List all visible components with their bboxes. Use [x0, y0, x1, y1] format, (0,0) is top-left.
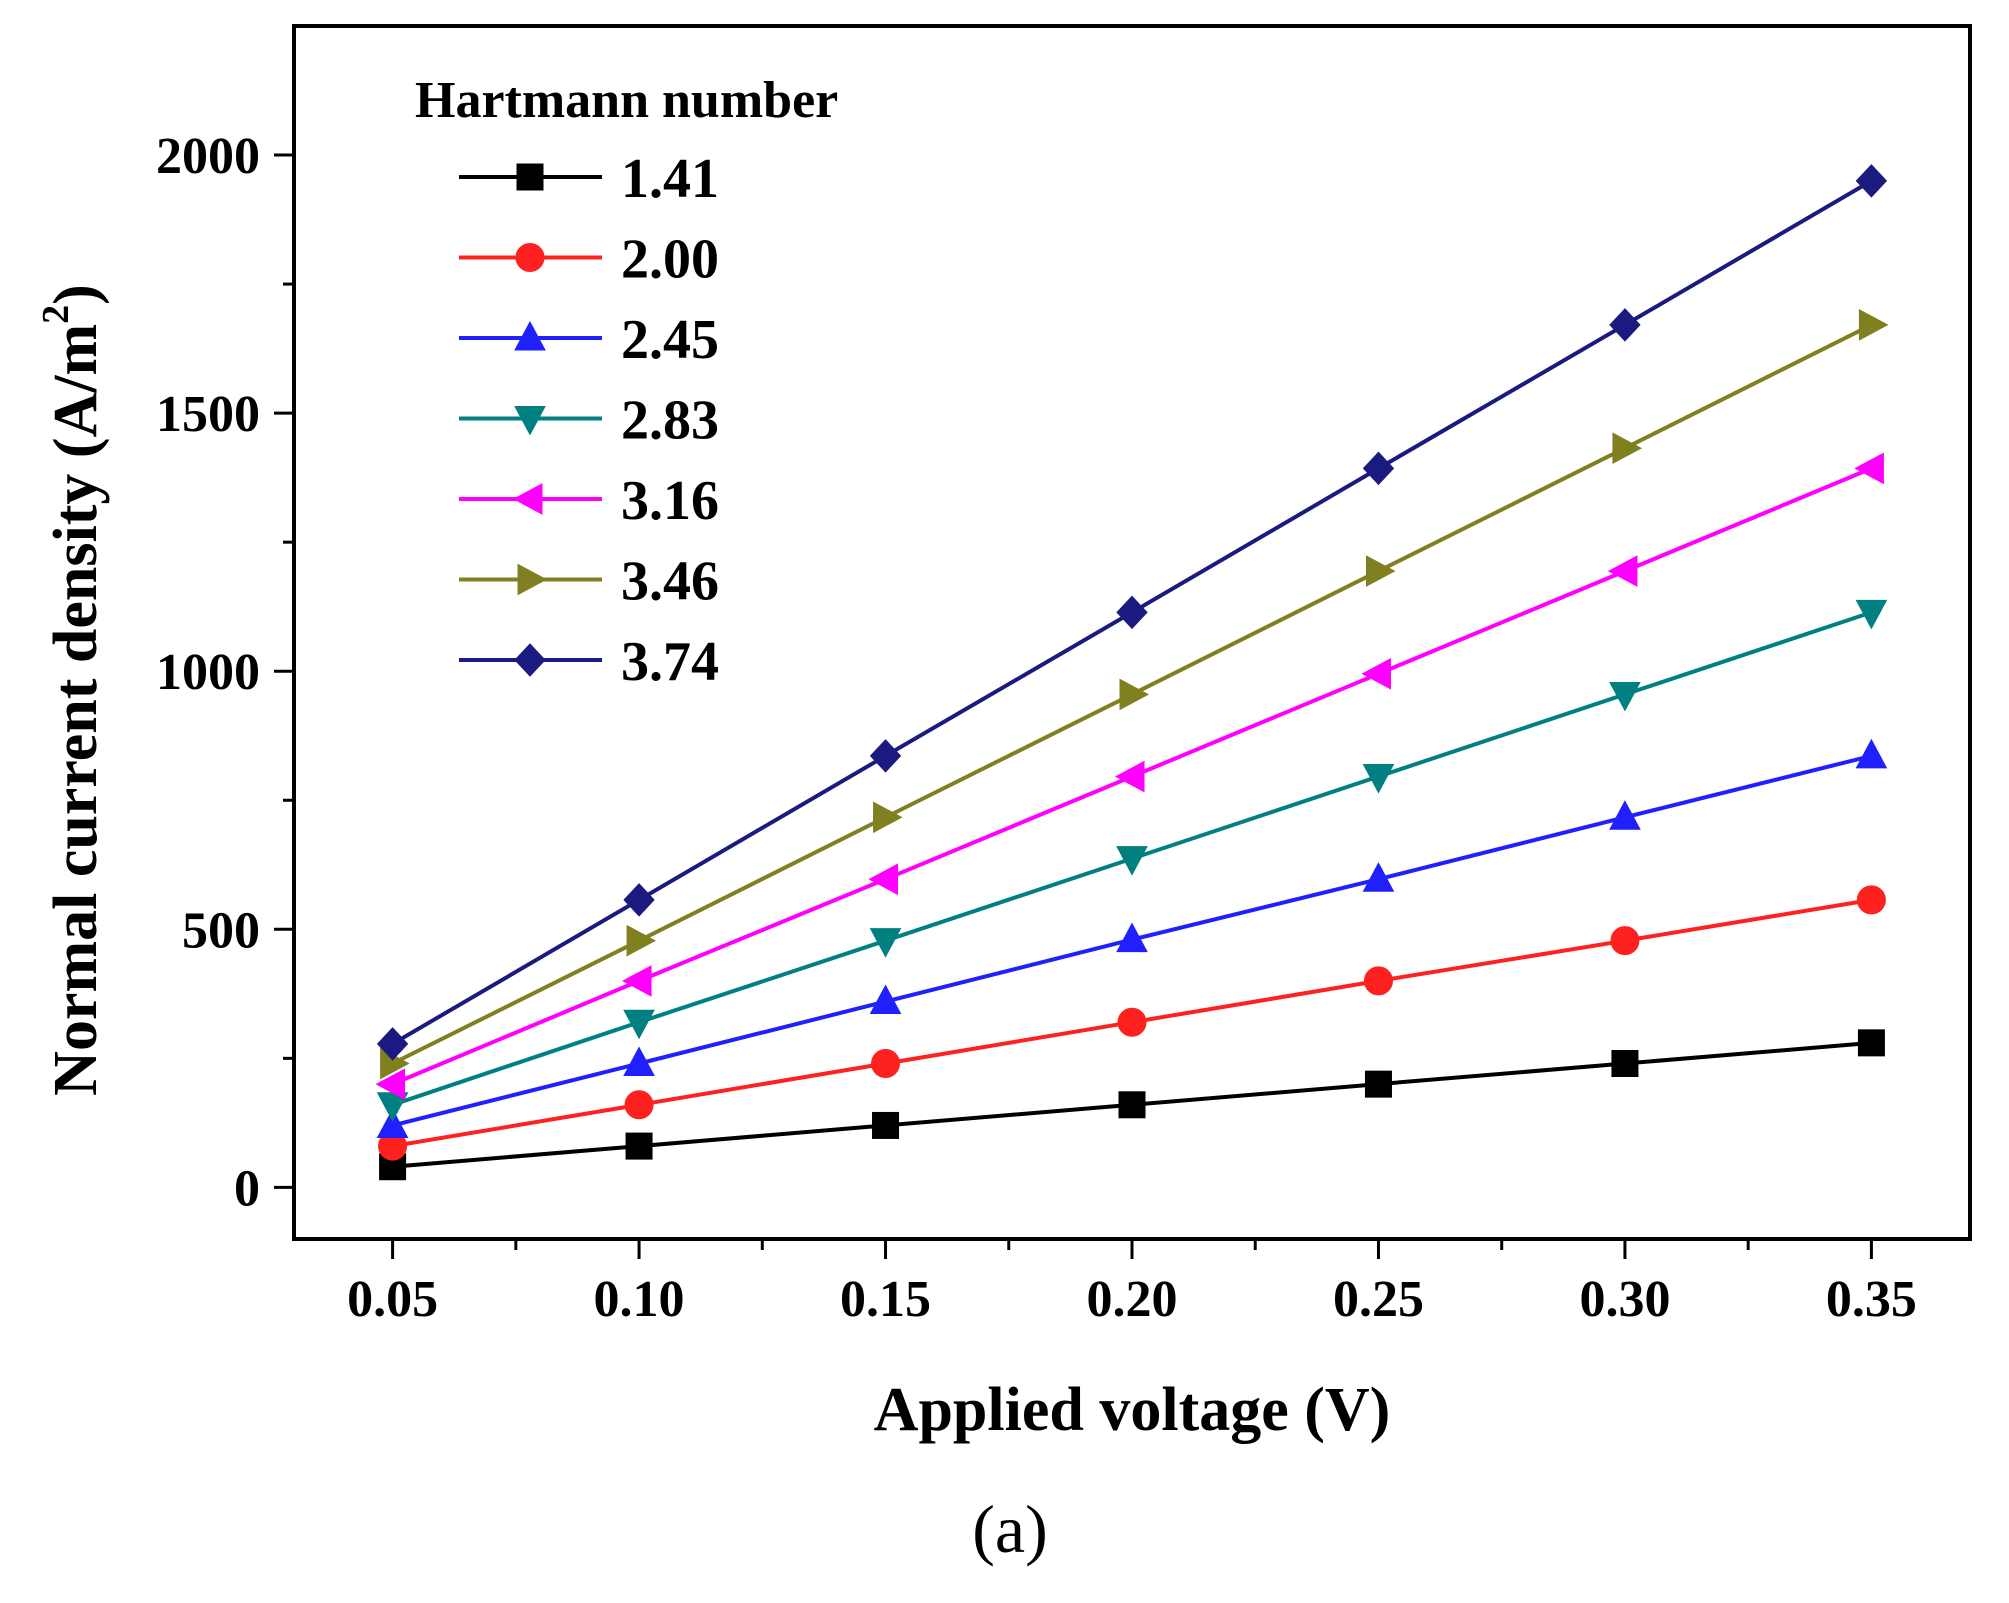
- legend-item: 3.74: [459, 631, 719, 693]
- legend-swatch-marker: [512, 483, 543, 515]
- legend-label: 3.46: [621, 551, 719, 613]
- data-point: [623, 883, 655, 917]
- y-axis-title-suffix: ): [42, 284, 110, 305]
- y-axis-title-superscript: 2: [35, 305, 77, 324]
- series-group: [375, 164, 1889, 1181]
- legend-item: 3.16: [459, 470, 719, 532]
- data-point: [1362, 862, 1395, 892]
- legend-item: 1.41: [459, 148, 719, 210]
- data-point: [1365, 555, 1396, 587]
- data-point: [625, 1132, 653, 1160]
- legend-item: 2.45: [459, 309, 719, 371]
- data-point: [623, 1046, 655, 1077]
- legend-label: 2.00: [621, 229, 719, 291]
- x-tick-label: 0.30: [1579, 1271, 1670, 1328]
- legend-item: 3.46: [459, 551, 719, 613]
- data-point: [1362, 764, 1395, 794]
- legend-title: Hartmann number: [415, 72, 838, 129]
- x-tick-label: 0.10: [594, 1271, 685, 1328]
- series-3.16: [375, 452, 1884, 1100]
- x-tick-label: 0.35: [1826, 1271, 1917, 1328]
- legend-item: 2.00: [459, 229, 719, 291]
- series-2.00: [378, 885, 1886, 1161]
- series-3.74: [376, 164, 1888, 1061]
- data-point: [873, 801, 903, 834]
- data-point: [1609, 681, 1641, 712]
- data-point: [1612, 432, 1642, 465]
- data-point: [872, 1111, 900, 1139]
- legend-swatch-marker: [514, 406, 546, 436]
- data-point: [1364, 1070, 1392, 1098]
- x-axis-title: Applied voltage (V): [874, 1376, 1391, 1444]
- legend-label: 1.41: [621, 148, 719, 210]
- data-point: [1361, 657, 1391, 690]
- data-point: [1363, 966, 1393, 996]
- data-point: [1855, 599, 1888, 630]
- data-point: [1118, 1091, 1146, 1119]
- legend: Hartmann number 1.41 2.00 2.45 2.83 3.16 3.46…: [415, 72, 838, 693]
- data-point: [869, 984, 902, 1015]
- axis-ticks: [274, 153, 1873, 1259]
- legend-label: 3.16: [621, 470, 719, 532]
- y-tick-label: 1000: [156, 644, 260, 701]
- data-point: [1119, 678, 1150, 711]
- y-tick-labels: 0 500 1000 1500 2000: [156, 128, 260, 1217]
- y-tick-label: 1500: [156, 386, 260, 443]
- data-point: [1855, 164, 1888, 198]
- data-point: [622, 965, 652, 997]
- data-point: [376, 1027, 409, 1061]
- x-tick-labels: 0.05 0.10 0.15 0.20 0.25 0.30 0.35: [347, 1271, 1917, 1328]
- data-point: [1117, 1007, 1147, 1037]
- legend-swatch-marker: [517, 563, 548, 596]
- series-2.83: [376, 599, 1888, 1122]
- data-point: [1610, 926, 1640, 956]
- data-point: [623, 1009, 655, 1040]
- data-point: [1611, 1050, 1639, 1078]
- data-point: [1609, 308, 1641, 342]
- y-tick-label: 500: [182, 902, 260, 959]
- data-point: [1114, 760, 1145, 793]
- x-tick-label: 0.15: [840, 1271, 931, 1328]
- legend-swatch-marker: [515, 243, 545, 272]
- x-tick-label: 0.05: [347, 1271, 438, 1328]
- y-axis-title-main: Normal current density (A/m: [42, 324, 110, 1096]
- data-point: [375, 1068, 406, 1100]
- legend-label: 2.45: [621, 309, 719, 371]
- data-point: [871, 1049, 901, 1079]
- data-point: [1116, 595, 1148, 630]
- data-point: [1855, 738, 1888, 769]
- data-point: [869, 739, 902, 773]
- y-tick-label: 2000: [156, 128, 260, 185]
- data-point: [1116, 922, 1148, 953]
- legend-label: 2.83: [621, 390, 719, 452]
- y-axis-title: Normal current density (A/m2): [35, 284, 110, 1096]
- series-1.41: [379, 1029, 1885, 1181]
- y-tick-label: 0: [234, 1160, 260, 1217]
- data-point: [868, 863, 899, 896]
- data-point: [1609, 800, 1641, 830]
- legend-swatch-marker: [516, 163, 544, 191]
- x-tick-label: 0.25: [1333, 1271, 1424, 1328]
- data-point: [1858, 309, 1889, 341]
- data-point: [1362, 451, 1395, 486]
- panel-label: (a): [972, 1491, 1047, 1567]
- data-point: [1607, 555, 1638, 587]
- legend-swatch-marker: [514, 320, 546, 351]
- data-point: [626, 924, 657, 957]
- legend-swatch-marker: [514, 643, 546, 677]
- data-point: [869, 928, 902, 958]
- data-point: [1116, 846, 1148, 876]
- data-point: [624, 1090, 654, 1120]
- series-2.45: [376, 738, 1888, 1138]
- data-point: [1854, 452, 1884, 485]
- legend-label: 3.74: [621, 631, 719, 693]
- x-tick-label: 0.20: [1087, 1271, 1178, 1328]
- legend-item: 2.83: [459, 390, 719, 452]
- data-point: [1856, 885, 1886, 915]
- series-3.46: [380, 309, 1889, 1080]
- data-point: [1857, 1029, 1885, 1057]
- data-point: [376, 1108, 409, 1138]
